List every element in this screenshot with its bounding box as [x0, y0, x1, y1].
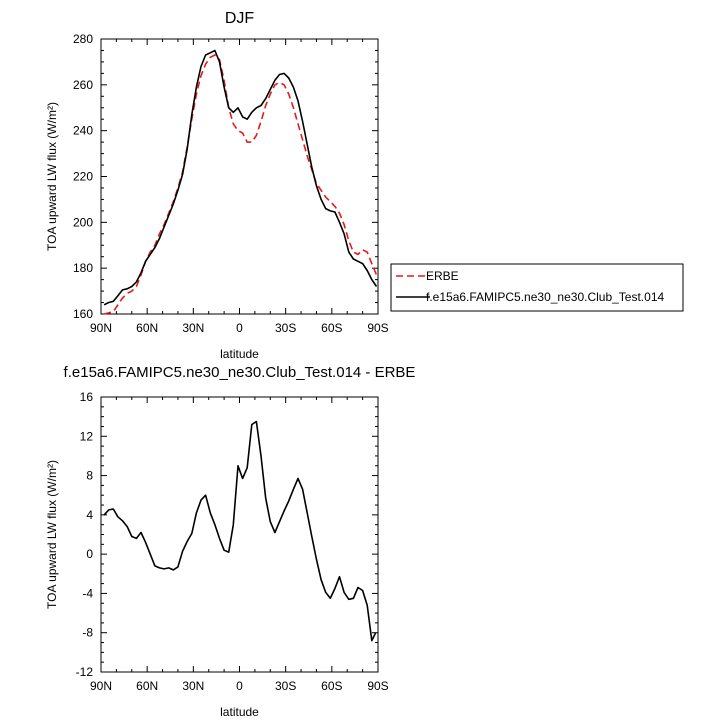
- x-axis-label: latitude: [220, 705, 259, 719]
- x-tick-label: 90S: [367, 679, 388, 693]
- y-tick-label: 160: [73, 307, 93, 321]
- x-tick-label: 30S: [275, 321, 296, 335]
- y-tick-label: 8: [86, 469, 93, 483]
- y-tick-label: 12: [80, 429, 94, 443]
- x-tick-label: 90S: [367, 321, 388, 335]
- y-tick-label: 4: [86, 508, 93, 522]
- chart-title: f.e15a6.FAMIPC5.ne30_ne30.Club_Test.014 …: [64, 364, 416, 381]
- legend-label: f.e15a6.FAMIPC5.ne30_ne30.Club_Test.014: [426, 290, 664, 304]
- legend: ERBE f.e15a6.FAMIPC5.ne30_ne30.Club_Test.…: [390, 263, 684, 312]
- chart-title: DJF: [225, 10, 255, 27]
- y-axis-label: TOA upward LW flux (W/m²): [45, 102, 59, 251]
- x-tick-label: 30N: [182, 679, 204, 693]
- bottom-panel: 90N 60N 30N 0 30S 60S 90S -12 -8 -4 0 4 8 12 16 f.e15a6…: [45, 364, 415, 719]
- x-tick-label: 0: [236, 321, 243, 335]
- series-line-difference: [103, 420, 377, 642]
- series-line-f-e15a6-famipc5-ne30-ne30-club-test-014: [103, 49, 378, 306]
- y-tick-label: 180: [73, 261, 93, 275]
- y-tick-label: -8: [82, 626, 93, 640]
- y-tick-label: 240: [73, 124, 93, 138]
- top-panel: 90N 60N 30N 0 30S 60S 90S 160 180 200 220 240 260 280…: [45, 10, 389, 361]
- x-tick-label: 60N: [136, 679, 158, 693]
- y-axis-label: TOA upward LW flux (W/m²): [45, 460, 59, 609]
- y-tick-label: 16: [80, 390, 94, 404]
- y-tick-label: 0: [86, 547, 93, 561]
- legend-label: ERBE: [426, 269, 459, 283]
- x-tick-label: 60S: [321, 679, 342, 693]
- x-tick-label: 90N: [90, 321, 112, 335]
- legend-box: [390, 263, 684, 312]
- x-tick-label: 30N: [182, 321, 204, 335]
- y-tick-label: -12: [76, 665, 94, 679]
- series-line-erbe: [103, 54, 378, 315]
- x-tick-label: 60S: [321, 321, 342, 335]
- x-tick-label: 0: [236, 679, 243, 693]
- y-tick-label: 220: [73, 170, 93, 184]
- x-tick-label: 90N: [90, 679, 112, 693]
- y-tick-label: 280: [73, 32, 93, 46]
- y-tick-label: 200: [73, 215, 93, 229]
- x-tick-label: 30S: [275, 679, 296, 693]
- x-axis-label: latitude: [220, 347, 259, 361]
- y-tick-label: -4: [82, 586, 93, 600]
- x-tick-label: 60N: [136, 321, 158, 335]
- y-tick-label: 260: [73, 78, 93, 92]
